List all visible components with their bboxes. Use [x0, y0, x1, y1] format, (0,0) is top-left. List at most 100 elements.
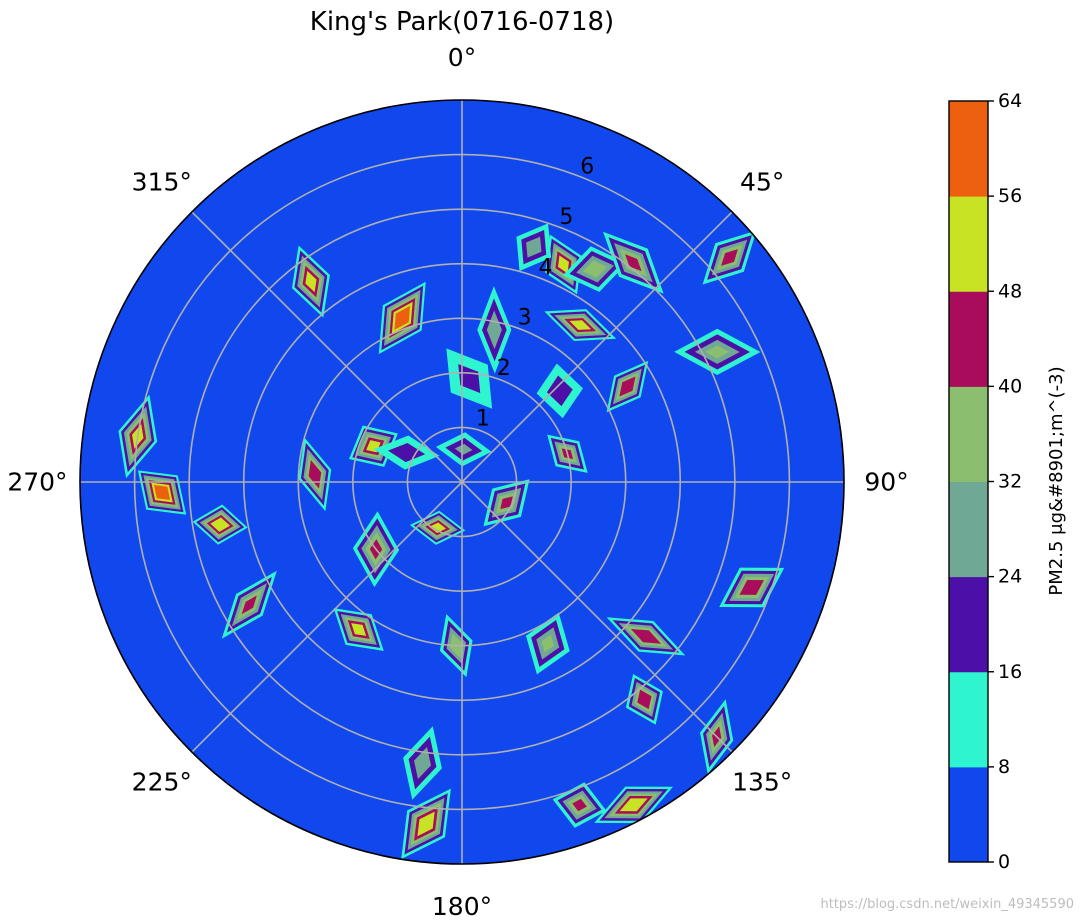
contour-level: [637, 689, 652, 710]
contour-hotspot: [516, 223, 552, 271]
contour-hotspot: [403, 726, 442, 800]
chart-title: King's Park(0716-0718): [310, 7, 614, 37]
angle-label: 315°: [132, 167, 192, 196]
angle-label: 90°: [864, 468, 908, 497]
contour-hotspot: [333, 608, 384, 651]
angular-grid-line: [461, 211, 733, 483]
contour-hotspot: [719, 567, 785, 608]
contour-hotspot: [483, 479, 530, 527]
contour-hotspot: [552, 782, 607, 828]
colorbar-tick-label: 64: [998, 90, 1022, 112]
polar-frame: [79, 99, 845, 865]
contour-level: [739, 579, 764, 595]
radial-tick-label: 4: [539, 255, 553, 280]
angle-label: 270°: [7, 468, 67, 497]
colorbar-label: PM2.5 μg&#8901;m^(-3): [1046, 366, 1067, 595]
contour-hotspot: [298, 437, 332, 512]
contour-level: [500, 496, 513, 510]
contour-hotspot: [702, 230, 757, 285]
contour-level: [625, 254, 642, 272]
contour-hotspot: [674, 328, 761, 376]
contour-hotspot: [547, 434, 588, 473]
angle-label: 180°: [432, 892, 492, 920]
colorbar-segment: [949, 671, 988, 768]
contour-level: [572, 798, 587, 812]
contour-hotspot: [544, 309, 617, 342]
contour-hotspot: [603, 231, 664, 294]
colorbar-segments: [949, 101, 988, 863]
contour-hotspot: [536, 363, 584, 419]
colorbar-tick-label: 32: [998, 471, 1022, 493]
contour-hotspot: [221, 570, 277, 639]
angle-label: 225°: [132, 768, 192, 797]
colorbar-segment: [949, 291, 988, 387]
angle-labels: 0° 45° 90° 135° 180° 225° 270° 315°: [7, 43, 908, 920]
colorbar-tick-label: 8: [998, 756, 1010, 778]
contour-hotspot: [401, 788, 451, 860]
contour-level: [541, 634, 555, 653]
radial-tick-label: 2: [497, 356, 511, 381]
contour-hotspot: [192, 504, 248, 545]
colorbar-segment: [949, 576, 988, 673]
contour-level: [526, 236, 542, 258]
colorbar-segment: [949, 766, 988, 863]
radial-tick-labels: 1 23 45 6: [476, 154, 594, 431]
polar-grid: [80, 100, 844, 864]
angular-grid-line: [191, 211, 463, 483]
colorbar-tick-label: 0: [998, 851, 1010, 873]
colorbar-tick-label: 16: [998, 661, 1022, 683]
colorbar-segment: [949, 101, 988, 197]
contour-level: [417, 811, 435, 837]
polar-plot: 0° 45° 90° 135° 180° 225° 270° 315° 1 23 45 6: [7, 43, 908, 920]
colorbar-segment: [949, 386, 988, 482]
angular-grid-line: [191, 481, 463, 753]
radial-tick-label: 1: [476, 407, 490, 432]
contour-level: [351, 623, 367, 636]
contour-level: [305, 270, 317, 293]
colorbar-segment: [949, 481, 988, 578]
colorbar: 0 8 16 24 32 40 48 56 64 PM2.5 μg&#8901;m^(-3): [948, 90, 1067, 873]
contour-level: [721, 249, 738, 266]
radial-tick-label: 5: [559, 205, 573, 230]
contour-level: [582, 260, 608, 278]
radial-tick-label: 3: [518, 306, 532, 331]
contour-hotspot: [435, 432, 492, 467]
contour-hotspot: [291, 245, 330, 318]
contour-hotspot: [606, 360, 649, 413]
contour-level: [210, 517, 230, 532]
contour-level: [454, 443, 473, 455]
colorbar-tick-label: 48: [998, 280, 1022, 302]
contour-level: [705, 345, 730, 359]
contour-hotspot: [349, 425, 398, 467]
angle-label: 45°: [740, 167, 784, 196]
colorbar-ticks: 0 8 16 24 32 40 48 56 64: [988, 90, 1022, 873]
contour-hotspot: [606, 617, 686, 656]
contour-hotspot: [525, 612, 570, 675]
contour-level: [546, 375, 573, 407]
contour-level: [619, 798, 648, 812]
contour-level: [308, 460, 322, 489]
contour-hotspot: [625, 674, 663, 725]
contour-hotspot: [137, 470, 187, 515]
angle-label: 0°: [448, 43, 476, 72]
angular-grid-line: [461, 481, 733, 753]
contour-hotspot: [373, 435, 440, 470]
watermark: https://blog.csdn.net/weixin_49345590: [820, 897, 1074, 912]
contour-hotspot: [594, 786, 674, 824]
contour-level: [414, 746, 431, 780]
contour-hotspot: [562, 246, 628, 292]
colorbar-segment: [949, 196, 988, 292]
contour-level: [154, 485, 171, 500]
colorbar-tick-label: 24: [998, 566, 1022, 588]
contour-level: [394, 305, 411, 330]
colorbar-tick-label: 40: [998, 375, 1022, 397]
contour-level: [241, 595, 257, 615]
radial-tick-label: 6: [580, 154, 594, 179]
contour-level: [388, 442, 426, 463]
colorbar-tick-label: 56: [998, 185, 1022, 207]
contour-level: [569, 320, 592, 330]
angle-label: 135°: [732, 768, 792, 797]
contour-level: [630, 629, 662, 644]
contour-level: [619, 376, 636, 397]
